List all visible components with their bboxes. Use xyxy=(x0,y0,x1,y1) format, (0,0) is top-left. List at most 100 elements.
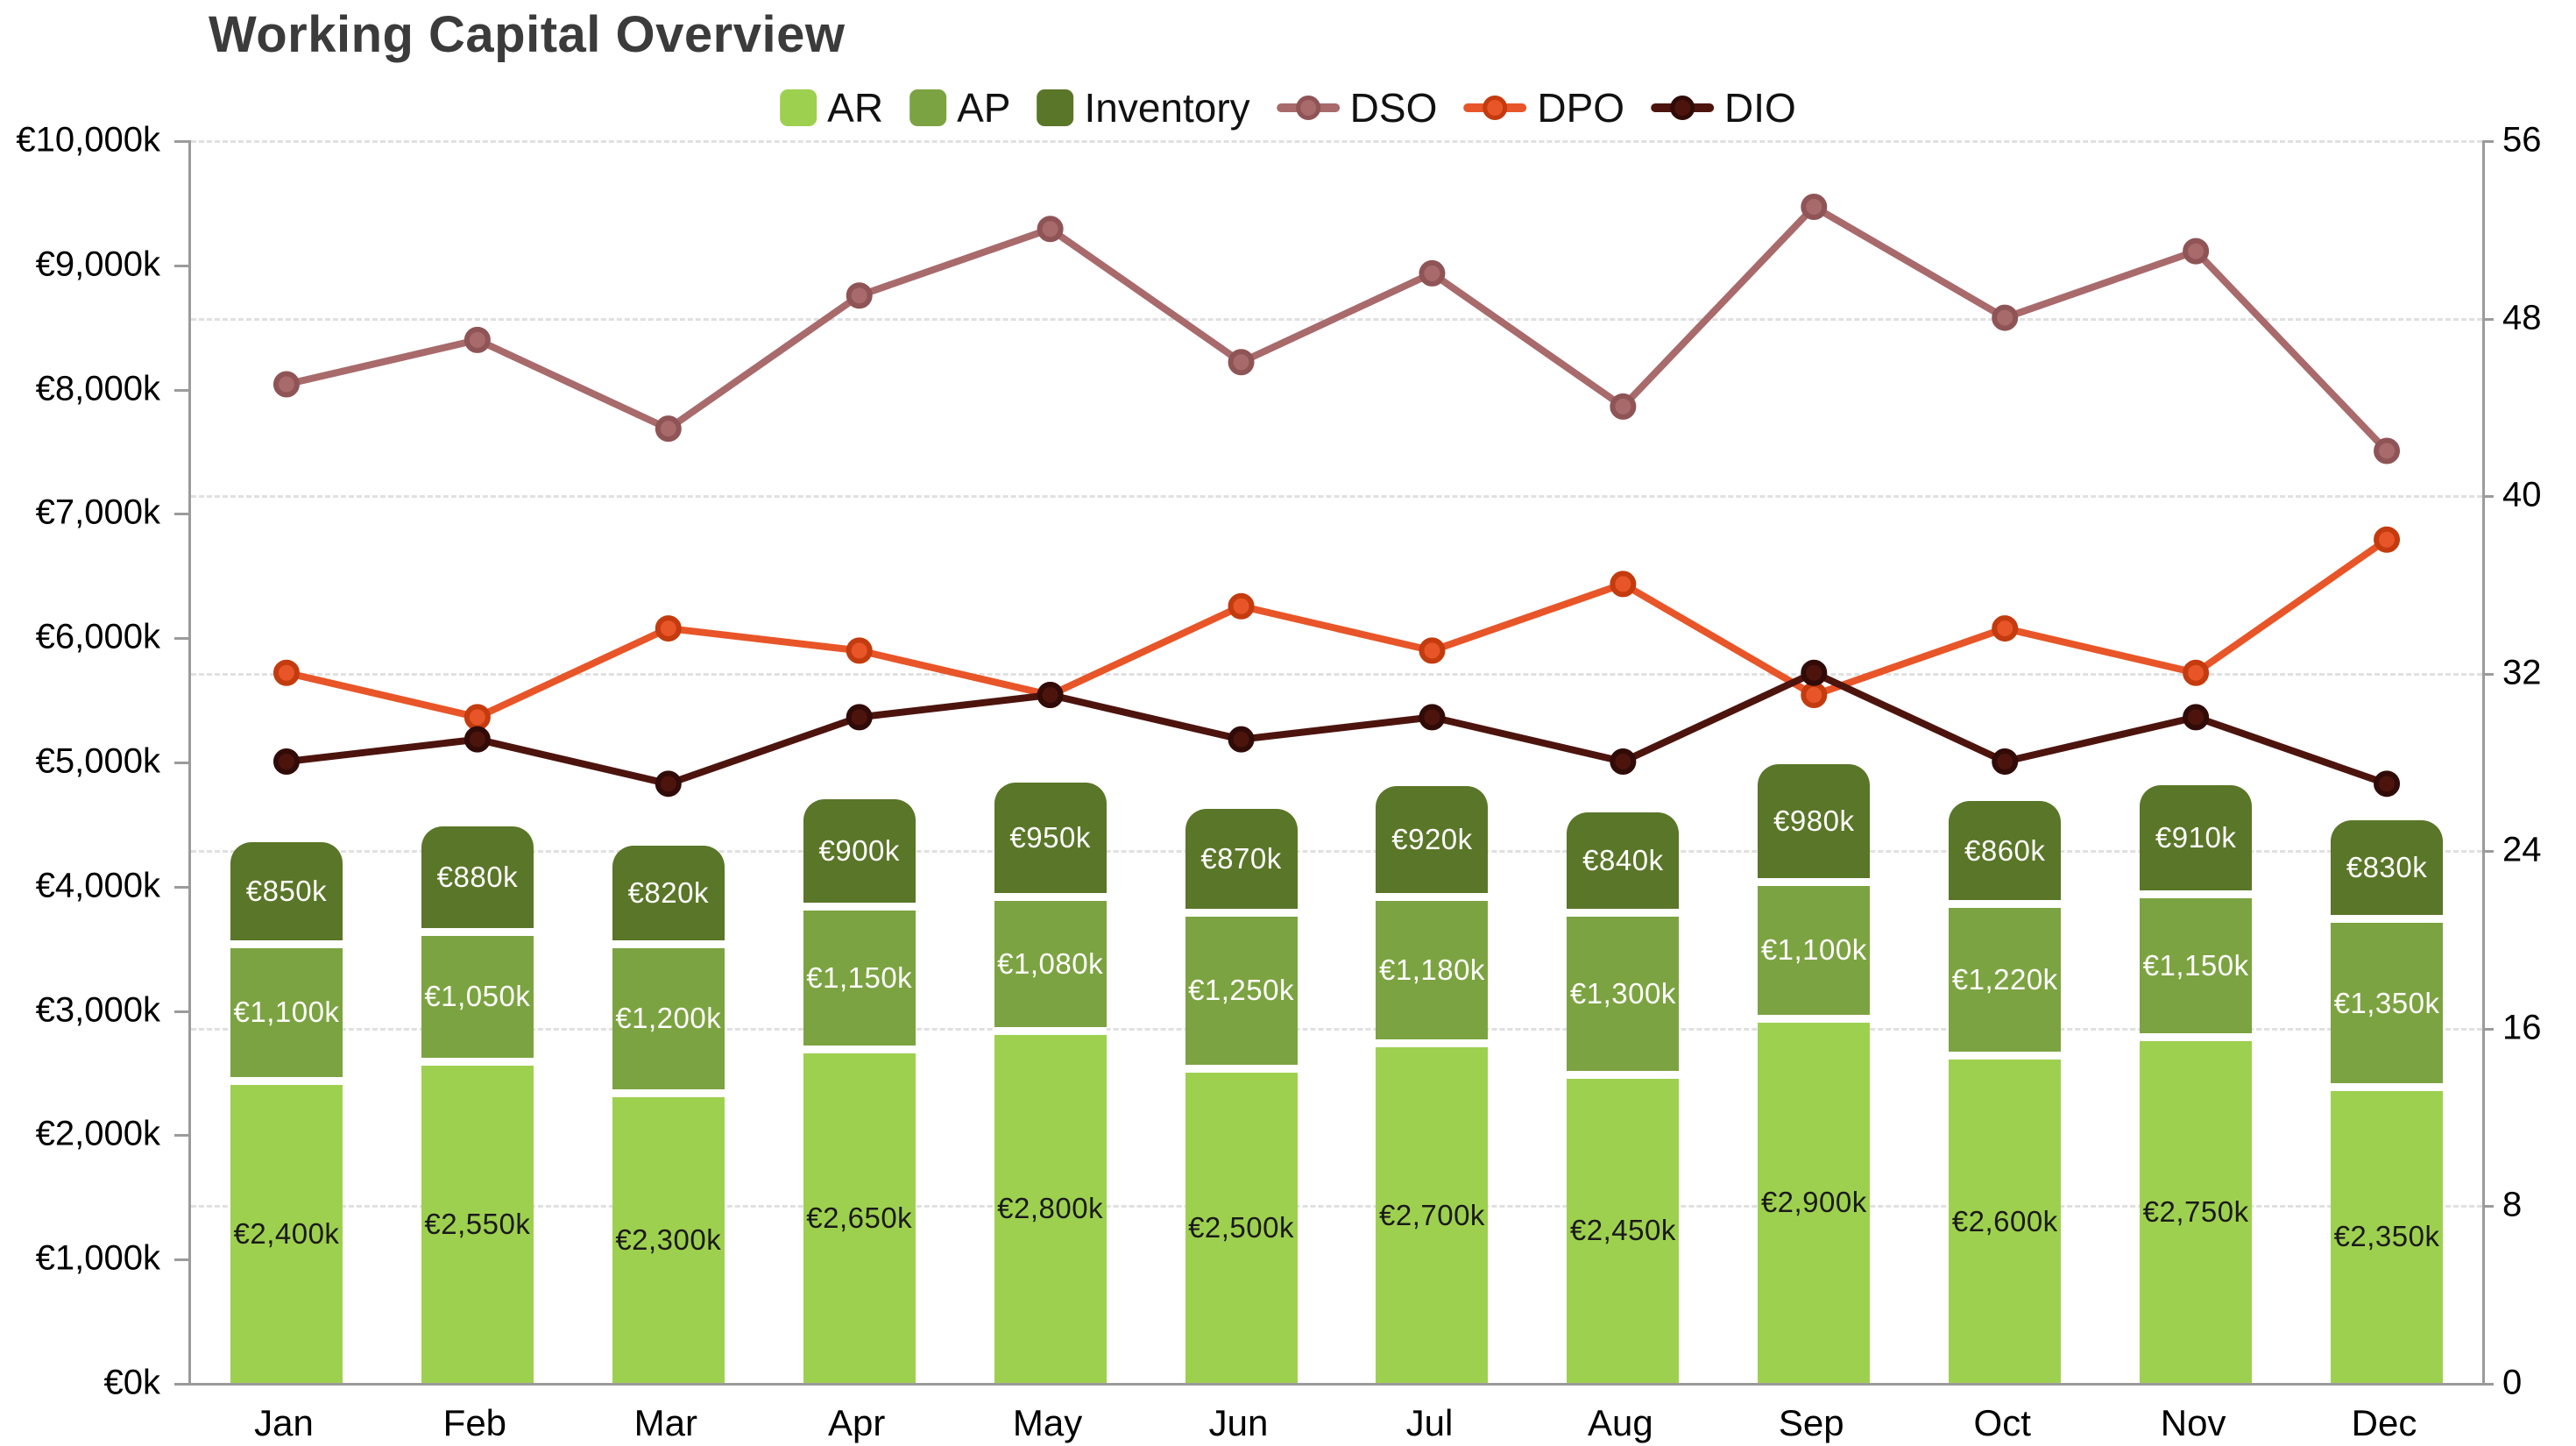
dso-marker-feb xyxy=(464,326,491,353)
bar-value-label: €1,350k xyxy=(2333,986,2440,1019)
bar-segment-ap-jan: €1,100k xyxy=(230,947,343,1085)
bar-value-label: €900k xyxy=(818,833,900,867)
bar-segment-ar-may: €2,800k xyxy=(994,1034,1107,1383)
dso-marker-jan xyxy=(272,371,300,398)
legend-item-dso[interactable]: DSO xyxy=(1276,84,1438,131)
left-axis-tick-label: €8,000k xyxy=(35,369,160,408)
right-axis-tick xyxy=(2480,672,2494,676)
bar-value-label: €1,150k xyxy=(806,961,913,995)
bar-value-label: €2,350k xyxy=(2333,1220,2440,1253)
right-axis-tick-label: 0 xyxy=(2502,1363,2523,1402)
bar-segment-inventory-jan: €850k xyxy=(230,842,343,948)
bar-segment-ap-apr: €1,150k xyxy=(803,911,916,1054)
legend-item-dpo[interactable]: DPO xyxy=(1463,84,1624,131)
right-axis-tick xyxy=(2480,140,2494,143)
x-axis-label-may: May xyxy=(1012,1402,1083,1443)
bar-segment-ar-feb: €2,550k xyxy=(421,1066,534,1383)
plot-area: €2,400k €1,100k €850k €2,550k €1,050k €880k €2… xyxy=(188,140,2485,1386)
left-axis-tick xyxy=(174,513,188,516)
bar-value-label: €870k xyxy=(1200,842,1282,875)
left-axis-tick xyxy=(174,637,188,641)
x-axis-label-jul: Jul xyxy=(1405,1402,1454,1443)
left-axis-tick-label: €6,000k xyxy=(35,617,160,656)
right-axis-tick xyxy=(2480,317,2494,321)
bar-segment-inventory-apr: €900k xyxy=(803,798,916,911)
bar-value-label: €910k xyxy=(2155,820,2237,854)
bar-value-label: €2,800k xyxy=(997,1192,1104,1225)
bar-value-label: €2,300k xyxy=(615,1223,722,1256)
right-axis-tick-label: 48 xyxy=(2502,298,2542,337)
dso-marker-sep xyxy=(1801,193,1828,220)
dpo-marker-nov xyxy=(2183,659,2210,686)
gridline xyxy=(191,672,2482,676)
legend-label: DSO xyxy=(1349,85,1438,131)
line-dpo xyxy=(282,535,2391,721)
x-axis-label-oct: Oct xyxy=(1973,1402,2031,1443)
dso-marker-aug xyxy=(1610,393,1637,420)
dio-marker-aug xyxy=(1610,748,1637,775)
x-axis-label-sep: Sep xyxy=(1778,1402,1844,1443)
dpo-marker-mar xyxy=(655,615,682,642)
dso-marker-dec xyxy=(2374,437,2401,464)
left-axis-tick xyxy=(174,264,188,267)
bar-segment-ar-jun: €2,500k xyxy=(1185,1072,1298,1383)
legend-item-ar[interactable]: AR xyxy=(780,84,883,131)
bar-value-label: €2,500k xyxy=(1188,1210,1294,1244)
bar-value-label: €830k xyxy=(2346,850,2428,883)
dso-marker-mar xyxy=(655,415,682,443)
legend-item-dio[interactable]: DIO xyxy=(1651,84,1796,131)
right-axis-tick xyxy=(2480,1027,2494,1031)
bar-segment-inventory-dec: €830k xyxy=(2331,819,2444,924)
x-axis-label-apr: Apr xyxy=(828,1402,886,1443)
bar-value-label: €2,550k xyxy=(424,1208,531,1241)
right-axis-tick xyxy=(2480,1205,2494,1209)
legend-label: Inventory xyxy=(1084,85,1250,131)
bar-segment-ap-feb: €1,050k xyxy=(421,935,534,1067)
x-axis-label-aug: Aug xyxy=(1587,1402,1653,1443)
bar-segment-ar-sep: €2,900k xyxy=(1758,1022,1871,1383)
bar-value-label: €2,750k xyxy=(2142,1195,2249,1229)
dio-marker-jan xyxy=(272,748,300,775)
x-axis-label-jan: Jan xyxy=(254,1402,314,1443)
right-axis-tick xyxy=(2480,850,2494,854)
gridline xyxy=(191,495,2482,499)
left-axis-tick xyxy=(174,388,188,392)
left-axis-tick-label: €4,000k xyxy=(35,866,160,905)
right-axis-tick-label: 8 xyxy=(2502,1185,2523,1224)
dpo-marker-jul xyxy=(1419,637,1446,664)
legend-item-inventory[interactable]: Inventory xyxy=(1037,84,1250,131)
bar-segment-inventory-oct: €860k xyxy=(1949,801,2062,909)
right-axis-tick-label: 24 xyxy=(2502,830,2542,869)
legend-line-marker-icon xyxy=(1463,96,1527,120)
left-axis-tick-label: €1,000k xyxy=(35,1238,160,1278)
bar-segment-inventory-feb: €880k xyxy=(421,826,534,936)
bar-segment-inventory-jun: €870k xyxy=(1185,808,1298,918)
bar-value-label: €840k xyxy=(1582,844,1664,877)
bar-segment-inventory-may: €950k xyxy=(994,783,1107,901)
bar-segment-ap-aug: €1,300k xyxy=(1567,917,1680,1079)
dso-marker-jun xyxy=(1228,349,1255,376)
bar-value-label: €850k xyxy=(245,874,328,907)
left-axis-tick-label: €3,000k xyxy=(35,990,160,1030)
bar-value-label: €2,600k xyxy=(1951,1204,2058,1237)
legend-label: AP xyxy=(957,85,1011,131)
bar-segment-ar-jan: €2,400k xyxy=(230,1084,343,1383)
bar-value-label: €1,250k xyxy=(1188,974,1294,1007)
bar-value-label: €2,700k xyxy=(1378,1198,1485,1231)
bar-value-label: €2,900k xyxy=(1760,1186,1867,1219)
dpo-marker-apr xyxy=(846,637,873,664)
x-axis-label-nov: Nov xyxy=(2160,1402,2226,1443)
bar-segment-ar-nov: €2,750k xyxy=(2140,1041,2253,1383)
left-axis-tick xyxy=(174,885,188,889)
gridline xyxy=(191,850,2482,854)
bar-value-label: €1,050k xyxy=(424,980,531,1013)
bar-value-label: €860k xyxy=(1964,833,2046,867)
gridline xyxy=(191,140,2482,143)
legend-item-ap[interactable]: AP xyxy=(909,84,1010,131)
left-axis-tick xyxy=(174,762,188,764)
x-axis-label-jun: Jun xyxy=(1208,1402,1269,1443)
bar-value-label: €1,300k xyxy=(1569,976,1676,1010)
line-dso xyxy=(282,202,2391,455)
dio-marker-apr xyxy=(846,704,873,731)
